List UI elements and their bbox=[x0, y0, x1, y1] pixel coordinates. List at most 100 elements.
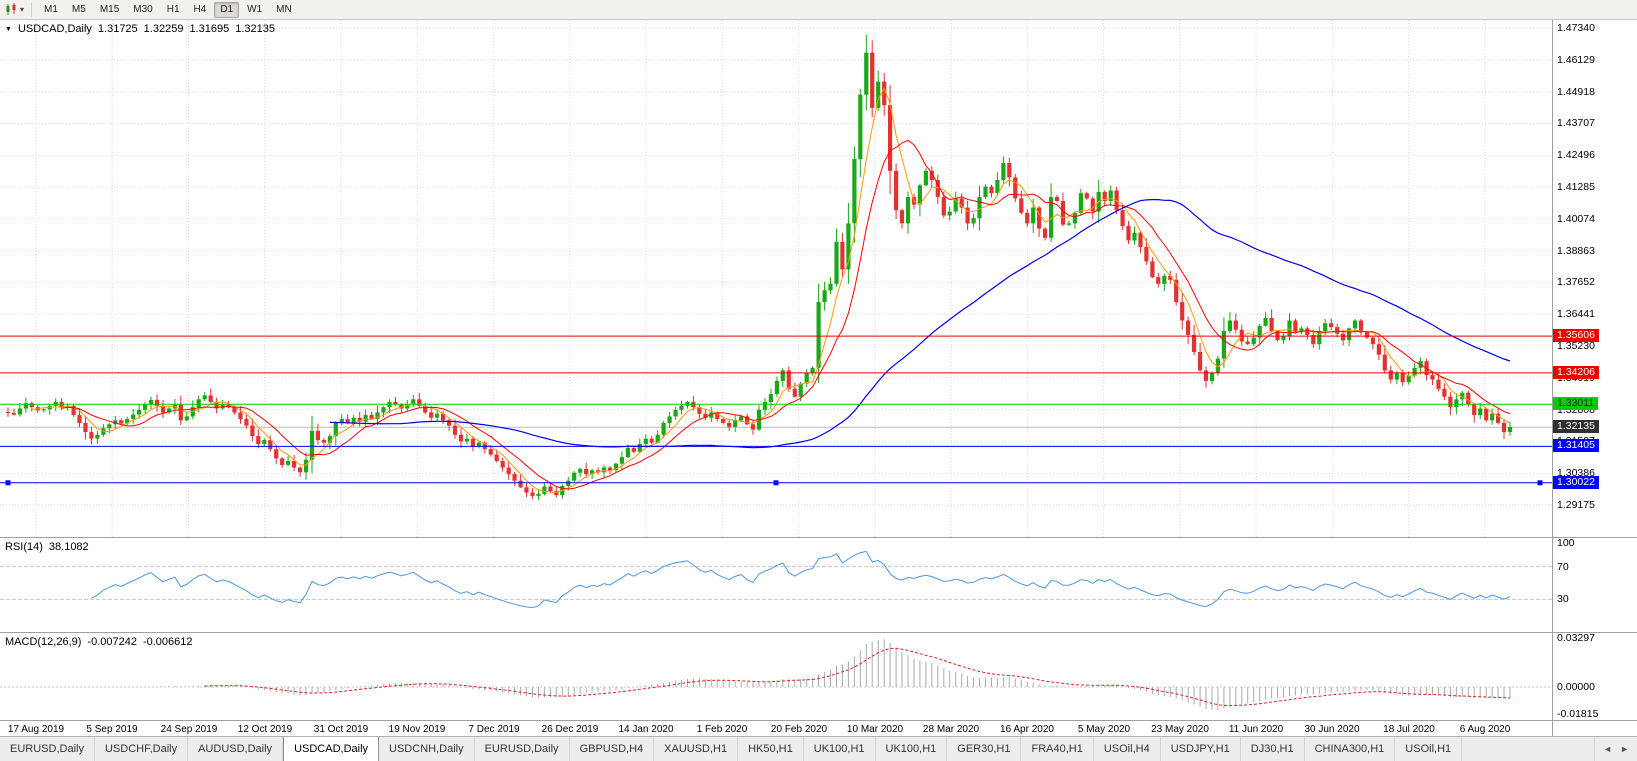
date-label: 31 Oct 2019 bbox=[314, 724, 368, 735]
chart-tab-XAUUSD-H1[interactable]: XAUUSD,H1 bbox=[654, 737, 738, 761]
timeframe-button-M30[interactable]: M30 bbox=[127, 2, 158, 18]
timeframe-button-MN[interactable]: MN bbox=[270, 2, 298, 18]
timeframe-button-H4[interactable]: H4 bbox=[188, 2, 213, 18]
date-label: 26 Dec 2019 bbox=[542, 724, 599, 735]
date-label: 24 Sep 2019 bbox=[161, 724, 218, 735]
rsi-name: RSI(14) bbox=[5, 541, 43, 553]
chart-tab-EURUSD-Daily[interactable]: EURUSD,Daily bbox=[0, 737, 95, 761]
timeframe-button-W1[interactable]: W1 bbox=[241, 2, 268, 18]
price-line-badge: 1.30022 bbox=[1553, 476, 1599, 489]
chart-tab-FRA40-H1[interactable]: FRA40,H1 bbox=[1021, 737, 1093, 761]
timeframe-button-group: M1M5M15M30H1H4D1W1MN bbox=[37, 2, 299, 18]
date-label: 14 Jan 2020 bbox=[618, 724, 673, 735]
rsi-label: RSI(14) 38.1082 bbox=[5, 541, 89, 553]
macd-main-value: -0.007242 bbox=[87, 636, 137, 648]
date-label: 5 May 2020 bbox=[1078, 724, 1130, 735]
price-line-badge: 1.34206 bbox=[1553, 366, 1599, 379]
chart-tab-DJ30-H1[interactable]: DJ30,H1 bbox=[1241, 737, 1305, 761]
chart-tab-AUDUSD-Daily[interactable]: AUDUSD,Daily bbox=[188, 737, 283, 761]
tab-scroll-right-icon[interactable]: ► bbox=[1620, 744, 1629, 754]
timeframe-button-M5[interactable]: M5 bbox=[66, 2, 92, 18]
rsi-value: 38.1082 bbox=[49, 541, 89, 553]
chart-dropdown-caret-icon[interactable]: ▾ bbox=[20, 5, 24, 14]
ohlc-close: 1.32135 bbox=[235, 23, 275, 35]
line-handle[interactable] bbox=[774, 480, 779, 485]
date-label: 10 Mar 2020 bbox=[847, 724, 903, 735]
ohlc-high: 1.32259 bbox=[144, 23, 184, 35]
price-axis[interactable]: 1.473401.461291.449181.437071.424961.412… bbox=[1553, 20, 1637, 537]
chart-tabs: EURUSD,DailyUSDCHF,DailyAUDUSD,DailyUSDC… bbox=[0, 737, 1462, 761]
rsi-axis[interactable]: 1007030 bbox=[1553, 538, 1637, 632]
date-label: 5 Sep 2019 bbox=[86, 724, 137, 735]
price-axis-label: 1.42496 bbox=[1557, 150, 1595, 161]
date-label: 1 Feb 2020 bbox=[697, 724, 748, 735]
date-label: 16 Apr 2020 bbox=[1000, 724, 1054, 735]
timeframe-button-H1[interactable]: H1 bbox=[161, 2, 186, 18]
rsi-axis-label: 100 bbox=[1557, 538, 1575, 549]
toolbar: ▾ M1M5M15M30H1H4D1W1MN bbox=[0, 0, 1637, 20]
price-axis-label: 1.38863 bbox=[1557, 246, 1595, 257]
chart-workspace: 1.473401.461291.449181.437071.424961.412… bbox=[0, 20, 1637, 736]
chart-tab-USDCHF-Daily[interactable]: USDCHF,Daily bbox=[95, 737, 188, 761]
candlestick-glyph bbox=[5, 3, 19, 16]
chart-tab-GER30-H1[interactable]: GER30,H1 bbox=[947, 737, 1021, 761]
macd-name: MACD(12,26,9) bbox=[5, 636, 81, 648]
date-label: 18 Jul 2020 bbox=[1383, 724, 1435, 735]
timeframe-button-M1[interactable]: M1 bbox=[38, 2, 64, 18]
price-line-badge: 1.33011 bbox=[1553, 397, 1598, 410]
chart-tab-EURUSD-Daily[interactable]: EURUSD,Daily bbox=[475, 737, 570, 761]
chart-tab-UK100-H1[interactable]: UK100,H1 bbox=[804, 737, 876, 761]
chart-tab-USDJPY-H1[interactable]: USDJPY,H1 bbox=[1161, 737, 1241, 761]
date-label: 19 Nov 2019 bbox=[389, 724, 446, 735]
chart-menu-triangle-icon[interactable]: ▼ bbox=[5, 26, 12, 33]
timeframe-button-D1[interactable]: D1 bbox=[214, 2, 239, 18]
price-axis-label: 1.40074 bbox=[1557, 214, 1595, 225]
macd-chart[interactable] bbox=[0, 633, 1552, 720]
chart-tab-USDCAD-Daily[interactable]: USDCAD,Daily bbox=[283, 737, 379, 761]
macd-axis-label: 0.03297 bbox=[1557, 633, 1595, 644]
date-label: 6 Aug 2020 bbox=[1460, 724, 1511, 735]
date-label: 20 Feb 2020 bbox=[771, 724, 827, 735]
tab-scroll-left-icon[interactable]: ◄ bbox=[1603, 744, 1612, 754]
tab-scroll-arrows: ◄ ► bbox=[1594, 737, 1637, 761]
current-price-badge: 1.32135 bbox=[1553, 420, 1599, 433]
chart-symbol-period: USDCAD,Daily bbox=[18, 23, 92, 35]
chart-tab-USOil-H4[interactable]: USOil,H4 bbox=[1094, 737, 1161, 761]
date-label: 30 Jun 2020 bbox=[1304, 724, 1359, 735]
candlestick-chart[interactable] bbox=[0, 20, 1552, 537]
line-handle[interactable] bbox=[6, 480, 11, 485]
macd-signal-line bbox=[205, 648, 1510, 705]
macd-axis[interactable]: 0.03297 0.00000 -0.01815 bbox=[1553, 633, 1637, 720]
chart-tab-HK50-H1[interactable]: HK50,H1 bbox=[738, 737, 804, 761]
chart-tab-GBPUSD-H4[interactable]: GBPUSD,H4 bbox=[570, 737, 655, 761]
axis-separator-line bbox=[1552, 20, 1553, 736]
chart-tab-bar: EURUSD,DailyUSDCHF,DailyAUDUSD,DailyUSDC… bbox=[0, 736, 1637, 761]
date-label: 12 Oct 2019 bbox=[238, 724, 292, 735]
price-axis-label: 1.36441 bbox=[1557, 309, 1595, 320]
macd-signal-value: -0.006612 bbox=[143, 636, 193, 648]
chart-tab-USOil-H1[interactable]: USOil,H1 bbox=[1395, 737, 1462, 761]
price-line-badge: 1.31405 bbox=[1553, 439, 1599, 452]
ohlc-open: 1.31725 bbox=[98, 23, 138, 35]
rsi-chart[interactable] bbox=[0, 538, 1552, 632]
rsi-panel: 1007030 RSI(14) 38.1082 bbox=[0, 537, 1637, 632]
chart-tab-CHINA300-H1[interactable]: CHINA300,H1 bbox=[1305, 737, 1396, 761]
price-axis-label: 1.29175 bbox=[1557, 500, 1595, 511]
time-axis[interactable]: 17 Aug 2019 5 Sep 2019 24 Sep 2019 12 Oct 2… bbox=[0, 720, 1637, 736]
rsi-axis-label: 70 bbox=[1557, 562, 1569, 573]
chart-tab-UK100-H1[interactable]: UK100,H1 bbox=[876, 737, 948, 761]
price-axis-label: 1.46129 bbox=[1557, 55, 1595, 66]
toolbar-separator bbox=[31, 3, 32, 17]
timeframe-button-M15[interactable]: M15 bbox=[94, 2, 125, 18]
macd-axis-label: -0.01815 bbox=[1557, 709, 1598, 720]
date-label: 17 Aug 2019 bbox=[8, 724, 64, 735]
chart-type-icon[interactable] bbox=[4, 3, 20, 17]
price-axis-label: 1.35230 bbox=[1557, 341, 1595, 352]
date-label: 7 Dec 2019 bbox=[468, 724, 519, 735]
mt4-window: ▾ M1M5M15M30H1H4D1W1MN 1.473401.461291.4… bbox=[0, 0, 1637, 761]
chart-tab-USDCNH-Daily[interactable]: USDCNH,Daily bbox=[379, 737, 475, 761]
macd-panel: 0.03297 0.00000 -0.01815 MACD(12,26,9) -0.… bbox=[0, 632, 1637, 720]
macd-label: MACD(12,26,9) -0.007242 -0.006612 bbox=[5, 636, 193, 648]
macd-axis-label: 0.00000 bbox=[1557, 682, 1595, 693]
line-handle[interactable] bbox=[1538, 480, 1543, 485]
